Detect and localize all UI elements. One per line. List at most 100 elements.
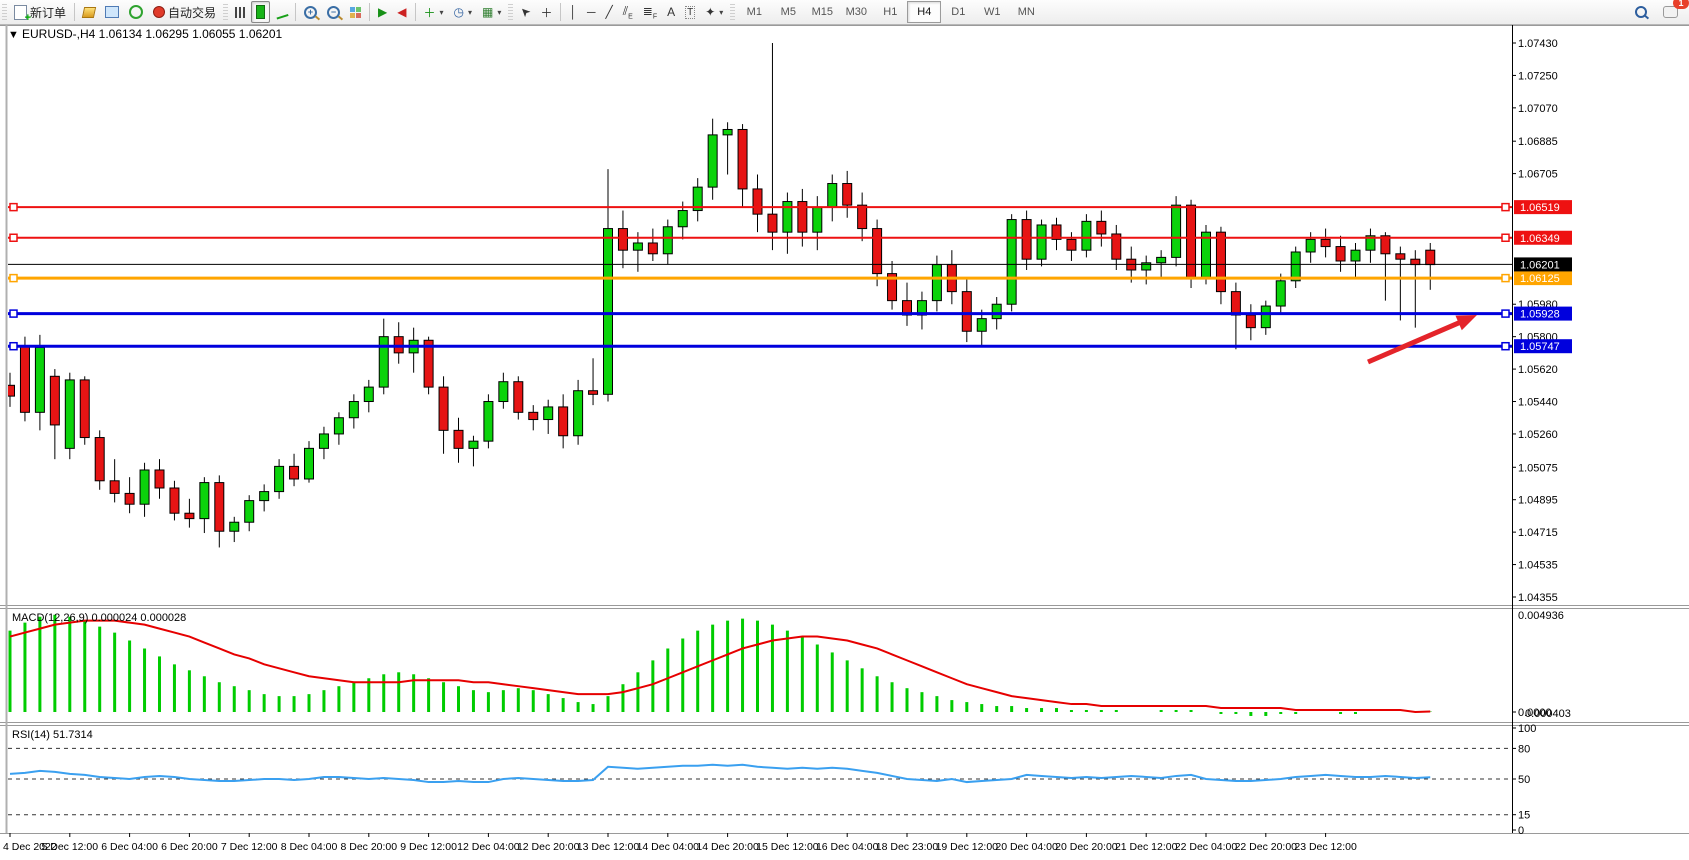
zoom-out-button[interactable]: −: [322, 1, 345, 23]
candle-body: [19, 345, 30, 413]
new-order-button[interactable]: 新订单: [9, 1, 71, 24]
price-axis[interactable]: 1.07430 1.07250 1.07070 1.06885 1.06705 1.059…: [1512, 38, 1572, 837]
price-badge-label: 1.06519: [1520, 202, 1560, 214]
hline-handle[interactable]: [9, 341, 18, 351]
hline-handle[interactable]: [1501, 341, 1510, 351]
candle-body: [229, 521, 240, 532]
price-axis-label: 1.07430: [1518, 38, 1558, 50]
line-chart-button[interactable]: [270, 1, 292, 23]
price-badge-label: 1.06349: [1520, 233, 1560, 245]
hline-handle[interactable]: [1501, 273, 1510, 283]
trendline-button[interactable]: ╱: [600, 1, 617, 23]
candle-body: [812, 206, 823, 233]
time-axis-label: 8 Dec 04:00: [281, 841, 338, 853]
time-axis-label: 21 Dec 12:00: [1115, 841, 1178, 853]
chart-shift-button[interactable]: ◀: [392, 1, 411, 23]
toolbar-grip[interactable]: [730, 4, 736, 20]
bar-chart-button[interactable]: [230, 1, 251, 23]
notifications-button[interactable]: 1: [1658, 0, 1689, 23]
price-badge: [1514, 230, 1572, 245]
timeframe-M15[interactable]: M15: [811, 6, 833, 18]
current-price-badge: [1514, 257, 1572, 272]
vertical-line-button[interactable]: │: [564, 1, 582, 23]
tile-windows-button[interactable]: [345, 1, 366, 23]
channel-button[interactable]: ⫽E: [618, 1, 638, 23]
indicators-button[interactable]: ＋ ▾: [419, 1, 449, 23]
indicators-icon: ＋: [423, 5, 436, 20]
crosshair-button[interactable]: ＋: [535, 1, 557, 23]
candle-body: [1350, 249, 1361, 262]
price-axis-label: 1.06885: [1518, 136, 1558, 148]
timeframe-H4[interactable]: H4: [907, 1, 942, 23]
candlestick-chart-button[interactable]: [251, 1, 271, 23]
bar-chart-icon: [235, 6, 247, 18]
time-axis-label: 12 Dec 04:00: [457, 841, 520, 853]
text-label-button[interactable]: T: [680, 1, 700, 23]
toolbar-grip[interactable]: [2, 4, 7, 20]
timeframe-M1[interactable]: M1: [746, 6, 762, 18]
shapes-button[interactable]: ✦ ▾: [700, 1, 728, 23]
hline-handle[interactable]: [9, 202, 18, 212]
toolbar-grip[interactable]: [223, 4, 229, 20]
macd-label: MACD(12,26,9) 0.000024 0.000028: [12, 612, 186, 624]
hline-handle[interactable]: [9, 309, 18, 318]
price-badge: [1514, 306, 1572, 321]
trend-arrow-annotation[interactable]: [1367, 318, 1466, 365]
templates-button[interactable]: ▦ ▾: [477, 1, 506, 23]
candle-body: [1201, 231, 1211, 278]
candle-body: [1156, 256, 1167, 264]
timeframe-H1[interactable]: H1: [883, 6, 898, 18]
candle-body: [214, 482, 225, 532]
candle-body: [498, 381, 509, 403]
candle-body: [1096, 220, 1107, 235]
main-toolbar: 新订单 自动交易 + − ▶ ◀ ＋▾ ◷▾ ▦▾ ➤ ＋ │ ─ ╱ ⫽E ≣…: [0, 0, 1689, 25]
timeframe-W1[interactable]: W1: [984, 6, 1001, 18]
price-axis-label: 1.04355: [1518, 592, 1558, 604]
candle-body: [378, 336, 389, 388]
price-axis-label: 1.04895: [1518, 495, 1558, 507]
chart-window-bg: [0, 24, 1689, 860]
candle-body: [34, 346, 45, 413]
cursor-icon: ➤: [516, 3, 534, 21]
market-watch-button[interactable]: [100, 1, 124, 23]
clock-icon: ◷: [453, 5, 465, 19]
toolbar-grip[interactable]: [508, 4, 514, 20]
navigator-button[interactable]: [124, 1, 148, 23]
hline-handle[interactable]: [1501, 233, 1510, 243]
crosshair-icon: ＋: [540, 5, 553, 20]
time-axis-label: 20 Dec 20:00: [1055, 841, 1118, 853]
candle-body: [423, 339, 434, 388]
timeframe-D1[interactable]: D1: [951, 6, 966, 18]
timeframe-M5[interactable]: M5: [780, 6, 796, 18]
candle-body: [1335, 246, 1346, 262]
candle-body: [1215, 231, 1226, 293]
text-button[interactable]: A: [662, 1, 680, 23]
autotrading-button[interactable]: 自动交易: [148, 1, 221, 23]
hline-handle[interactable]: [1501, 309, 1510, 318]
timeframe-MN[interactable]: MN: [1017, 6, 1035, 18]
candle-body: [961, 291, 972, 332]
candle-body: [1141, 262, 1152, 271]
candle-body: [617, 228, 628, 251]
timeframe-M30[interactable]: M30: [845, 6, 867, 18]
search-button[interactable]: [1630, 1, 1652, 23]
price-badge-label: 1.05747: [1520, 341, 1560, 353]
time-axis-label: 18 Dec 23:00: [876, 841, 939, 853]
candle-body: [558, 406, 569, 437]
fibonacci-button[interactable]: ≣F: [638, 1, 662, 23]
hline-handle[interactable]: [9, 233, 18, 243]
zoom-in-button[interactable]: +: [299, 1, 322, 23]
new-chart-button[interactable]: [78, 1, 100, 23]
candle-body: [363, 386, 374, 403]
cursor-button[interactable]: ➤: [515, 1, 535, 23]
new-order-label: 新订单: [30, 5, 67, 20]
auto-scroll-button[interactable]: ▶: [373, 1, 392, 23]
periods-button[interactable]: ◷ ▾: [449, 1, 478, 23]
hline-handle[interactable]: [1501, 202, 1510, 212]
candles-layer: [8, 43, 1436, 548]
horizontal-line-button[interactable]: ─: [582, 1, 601, 23]
chart-dropdown-icon[interactable]: ▼: [8, 29, 19, 41]
hline-handle[interactable]: [9, 273, 18, 283]
